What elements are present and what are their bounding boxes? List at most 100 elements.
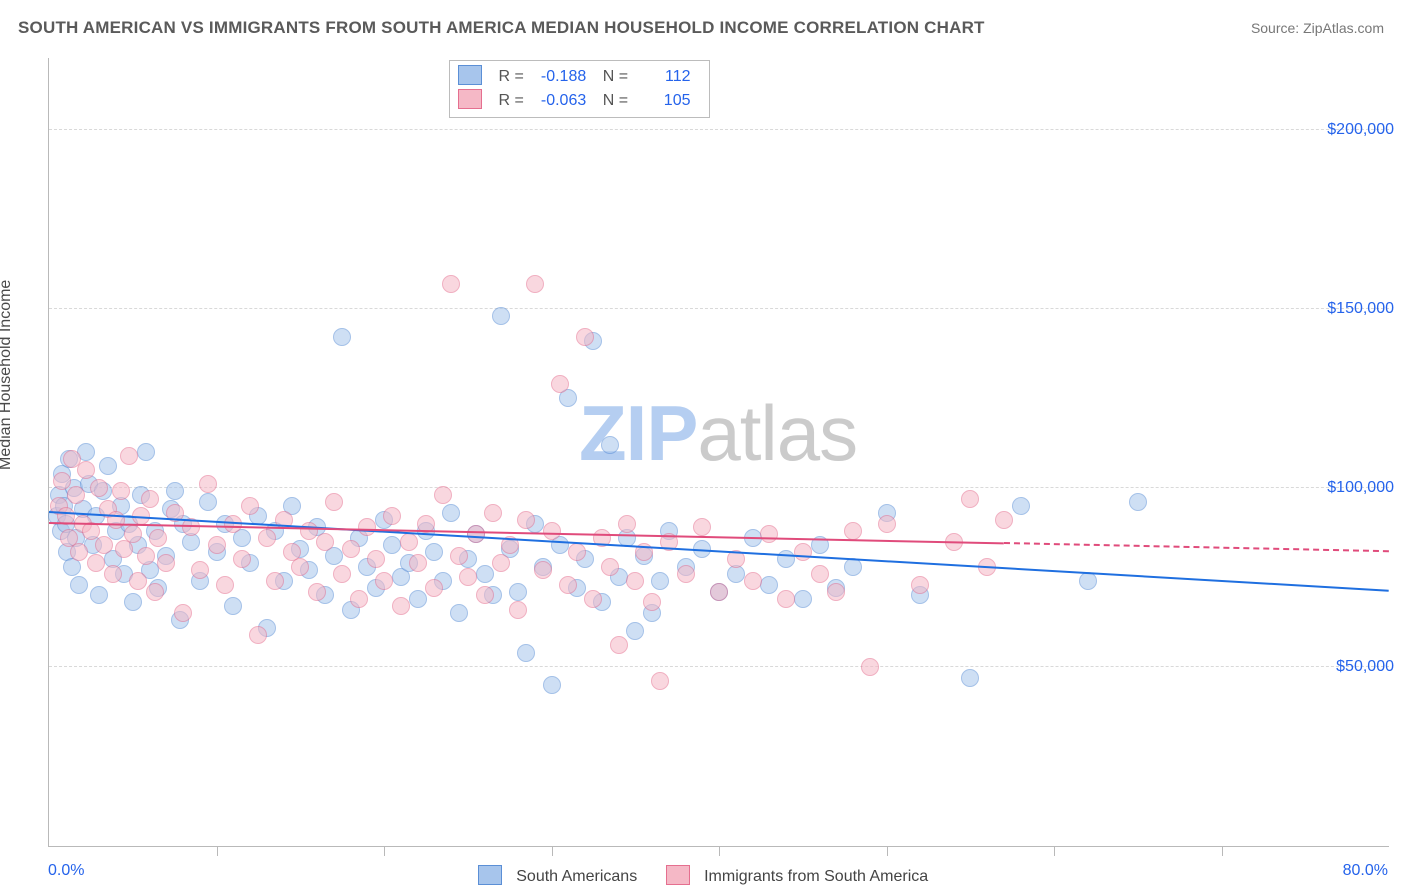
data-point-im bbox=[861, 658, 879, 676]
data-point-im bbox=[559, 576, 577, 594]
data-point-im bbox=[425, 579, 443, 597]
data-point-im bbox=[308, 583, 326, 601]
plot-area: ZIPatlas R = -0.188 N = 112 R = -0.063 N… bbox=[48, 58, 1389, 847]
data-point-im bbox=[367, 550, 385, 568]
data-point-sa bbox=[651, 572, 669, 590]
trend-line bbox=[49, 511, 1389, 592]
x-tick bbox=[384, 846, 385, 856]
data-point-sa bbox=[70, 576, 88, 594]
data-point-im bbox=[509, 601, 527, 619]
data-point-im bbox=[137, 547, 155, 565]
data-point-im bbox=[333, 565, 351, 583]
data-point-im bbox=[618, 515, 636, 533]
x-tick bbox=[1222, 846, 1223, 856]
data-point-im bbox=[526, 275, 544, 293]
data-point-im bbox=[543, 522, 561, 540]
data-point-im bbox=[120, 447, 138, 465]
data-point-im bbox=[216, 576, 234, 594]
legend-label-sa: South Americans bbox=[516, 868, 637, 885]
data-point-im bbox=[911, 576, 929, 594]
data-point-im bbox=[233, 550, 251, 568]
legend-item-sa: South Americans bbox=[478, 865, 637, 886]
data-point-im bbox=[112, 482, 130, 500]
data-point-im bbox=[551, 375, 569, 393]
chart-title: SOUTH AMERICAN VS IMMIGRANTS FROM SOUTH … bbox=[18, 18, 985, 38]
data-point-sa bbox=[425, 543, 443, 561]
data-point-im bbox=[141, 490, 159, 508]
data-point-im bbox=[104, 565, 122, 583]
chart-container: Median Household Income ZIPatlas R = -0.… bbox=[0, 48, 1406, 892]
data-point-sa bbox=[1129, 493, 1147, 511]
data-point-sa bbox=[760, 576, 778, 594]
data-point-im bbox=[534, 561, 552, 579]
data-point-im bbox=[266, 572, 284, 590]
stats-row-sa: R = -0.188 N = 112 bbox=[458, 65, 701, 89]
data-point-im bbox=[300, 522, 318, 540]
data-point-im bbox=[199, 475, 217, 493]
data-point-im bbox=[677, 565, 695, 583]
stats-row-im: R = -0.063 N = 105 bbox=[458, 89, 701, 113]
data-point-im bbox=[710, 583, 728, 601]
data-point-sa bbox=[1012, 497, 1030, 515]
data-point-sa bbox=[601, 436, 619, 454]
data-point-sa bbox=[90, 586, 108, 604]
data-point-im bbox=[241, 497, 259, 515]
y-tick-label: $150,000 bbox=[1327, 300, 1394, 318]
data-point-sa bbox=[517, 644, 535, 662]
data-point-im bbox=[467, 525, 485, 543]
data-point-sa bbox=[961, 669, 979, 687]
stat-n-label: N = bbox=[603, 68, 628, 85]
data-point-im bbox=[442, 275, 460, 293]
x-tick bbox=[1054, 846, 1055, 856]
data-point-im bbox=[409, 554, 427, 572]
series-legend: South Americans Immigrants from South Am… bbox=[0, 865, 1406, 886]
data-point-sa bbox=[137, 443, 155, 461]
data-point-im bbox=[191, 561, 209, 579]
data-point-sa bbox=[492, 307, 510, 325]
stat-n-sa: 112 bbox=[637, 65, 691, 89]
data-point-sa bbox=[409, 590, 427, 608]
data-point-im bbox=[794, 543, 812, 561]
data-point-im bbox=[90, 479, 108, 497]
data-point-im bbox=[995, 511, 1013, 529]
data-point-sa bbox=[124, 593, 142, 611]
data-point-sa bbox=[794, 590, 812, 608]
data-point-sa bbox=[383, 536, 401, 554]
data-point-im bbox=[149, 529, 167, 547]
data-point-im bbox=[53, 472, 71, 490]
data-point-im bbox=[67, 486, 85, 504]
data-point-im bbox=[693, 518, 711, 536]
data-point-im bbox=[434, 486, 452, 504]
data-point-im bbox=[316, 533, 334, 551]
data-point-im bbox=[878, 515, 896, 533]
watermark-atlas: atlas bbox=[697, 389, 857, 477]
data-point-sa bbox=[333, 328, 351, 346]
grid-line bbox=[49, 487, 1389, 488]
legend-label-im: Immigrants from South America bbox=[704, 868, 928, 885]
y-axis-label: Median Household Income bbox=[0, 280, 15, 470]
data-point-sa bbox=[543, 676, 561, 694]
data-point-sa bbox=[166, 482, 184, 500]
data-point-im bbox=[827, 583, 845, 601]
watermark: ZIPatlas bbox=[579, 388, 857, 479]
data-point-im bbox=[484, 504, 502, 522]
data-point-im bbox=[208, 536, 226, 554]
data-point-sa bbox=[199, 493, 217, 511]
data-point-im bbox=[651, 672, 669, 690]
data-point-im bbox=[249, 626, 267, 644]
data-point-im bbox=[610, 636, 628, 654]
legend-swatch-im bbox=[458, 89, 482, 109]
y-tick-label: $100,000 bbox=[1327, 479, 1394, 497]
data-point-im bbox=[383, 507, 401, 525]
stat-r-label: R = bbox=[498, 92, 523, 109]
data-point-sa bbox=[99, 457, 117, 475]
data-point-im bbox=[576, 328, 594, 346]
data-point-im bbox=[350, 590, 368, 608]
grid-line bbox=[49, 129, 1389, 130]
data-point-im bbox=[146, 583, 164, 601]
data-point-im bbox=[258, 529, 276, 547]
y-tick-label: $200,000 bbox=[1327, 121, 1394, 139]
data-point-im bbox=[744, 572, 762, 590]
stat-r-sa: -0.188 bbox=[532, 65, 586, 89]
y-tick-label: $50,000 bbox=[1336, 658, 1394, 676]
